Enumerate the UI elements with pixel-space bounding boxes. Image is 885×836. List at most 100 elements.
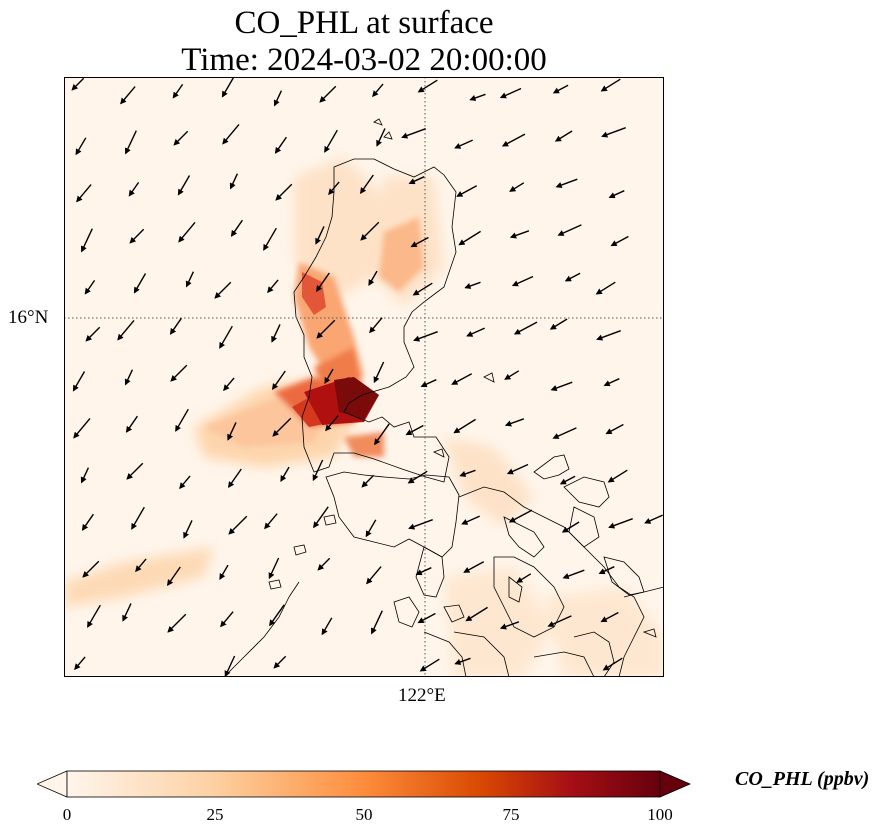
wind-vector bbox=[549, 318, 568, 330]
wind-vector bbox=[317, 557, 331, 571]
wind-vector bbox=[511, 275, 534, 287]
wind-vector bbox=[316, 319, 336, 339]
wind-vector bbox=[410, 236, 429, 248]
wind-vector bbox=[268, 557, 280, 580]
wind-vector bbox=[167, 613, 187, 633]
wind-vector bbox=[413, 331, 438, 342]
wind-vector bbox=[454, 139, 473, 149]
wind-vector bbox=[222, 123, 240, 145]
wind-vector bbox=[183, 520, 193, 539]
wind-vector bbox=[128, 181, 140, 197]
wind-vector bbox=[315, 272, 330, 293]
wind-vector bbox=[607, 469, 628, 483]
wind-vector bbox=[87, 604, 101, 628]
wind-vector bbox=[559, 475, 576, 485]
title-line-1: CO_PHL at surface bbox=[234, 5, 494, 41]
wind-vector bbox=[185, 271, 195, 288]
wind-vector bbox=[610, 235, 629, 247]
wind-vector bbox=[408, 519, 433, 530]
colorbar-extend-low bbox=[37, 770, 68, 798]
wind-vector bbox=[598, 566, 615, 575]
wind-vector bbox=[504, 370, 520, 380]
wind-vector bbox=[264, 513, 278, 530]
colorbar bbox=[37, 770, 691, 798]
latitude-tick-label: 16°N bbox=[8, 307, 49, 328]
wind-vector bbox=[509, 230, 530, 239]
wind-vector bbox=[453, 418, 476, 434]
wind-vector bbox=[84, 279, 96, 295]
wind-vector bbox=[166, 566, 181, 587]
wind-vector bbox=[499, 87, 522, 99]
wind-vector bbox=[324, 368, 334, 384]
wind-vector bbox=[561, 521, 580, 533]
concentration-plume bbox=[64, 157, 664, 677]
wind-vector bbox=[178, 221, 196, 243]
wind-vector bbox=[605, 423, 624, 435]
wind-vector bbox=[273, 90, 283, 107]
wind-vector bbox=[263, 227, 277, 251]
wind-vector bbox=[124, 369, 134, 386]
wind-vector bbox=[602, 657, 623, 671]
wind-vector bbox=[82, 560, 100, 578]
wind-vector bbox=[220, 611, 234, 628]
colorbar-gradient bbox=[66, 770, 661, 798]
wind-vector bbox=[169, 317, 182, 335]
wind-vector bbox=[456, 185, 478, 197]
wind-vector bbox=[405, 424, 424, 436]
wind-vector bbox=[133, 273, 147, 294]
wind-vector bbox=[321, 617, 333, 636]
wind-vector bbox=[372, 83, 384, 98]
colorbar-tick: 25 bbox=[206, 805, 224, 824]
wind-vector bbox=[319, 85, 337, 103]
longitude-tick-label: 122°E bbox=[398, 685, 446, 706]
colorbar-tick: 50 bbox=[355, 805, 373, 824]
wind-vector bbox=[74, 656, 86, 671]
wind-vector bbox=[552, 427, 577, 439]
wind-vector bbox=[464, 281, 481, 289]
wind-vector bbox=[228, 515, 248, 535]
wind-vector bbox=[177, 175, 191, 196]
wind-vector bbox=[221, 77, 235, 98]
wind-vector bbox=[508, 509, 533, 523]
wind-vector bbox=[550, 381, 573, 392]
wind-vector bbox=[419, 658, 440, 672]
wind-vector bbox=[72, 371, 86, 392]
wind-vector bbox=[608, 518, 633, 529]
wind-vector bbox=[454, 657, 471, 665]
wind-vector bbox=[179, 475, 191, 490]
wind-vector bbox=[547, 615, 572, 627]
title-line-2: Time: 2024-03-02 20:00:00 bbox=[181, 42, 547, 78]
wind-vector bbox=[219, 325, 233, 349]
wind-vector bbox=[373, 361, 385, 384]
wind-vector bbox=[469, 93, 486, 101]
wind-vector bbox=[458, 230, 481, 246]
wind-vector bbox=[407, 470, 428, 484]
wind-vector bbox=[501, 133, 526, 147]
wind-vector bbox=[230, 219, 243, 237]
wind-vector bbox=[126, 462, 144, 480]
wind-vector bbox=[506, 463, 529, 475]
wind-vector bbox=[370, 610, 383, 635]
wind-vector bbox=[412, 282, 433, 296]
wind-vector bbox=[420, 379, 437, 388]
wind-vector bbox=[122, 603, 132, 622]
wind-vector bbox=[271, 370, 286, 391]
wind-vector bbox=[365, 519, 377, 538]
wind-vector bbox=[80, 467, 90, 484]
wind-vector bbox=[76, 184, 92, 203]
wind-vector bbox=[81, 513, 94, 531]
wind-vector bbox=[272, 417, 292, 437]
wind-vector bbox=[359, 174, 374, 195]
wind-vector bbox=[562, 569, 585, 580]
wind-vector bbox=[117, 319, 135, 341]
colorbar-extend-high bbox=[659, 770, 691, 798]
wind-vector bbox=[275, 183, 293, 201]
wind-vector bbox=[324, 129, 338, 153]
wind-vector bbox=[376, 128, 386, 147]
wind-vector bbox=[644, 514, 663, 524]
wind-vector bbox=[129, 228, 145, 244]
wind-vector bbox=[401, 128, 426, 139]
wind-vector bbox=[504, 418, 525, 427]
wind-vector bbox=[516, 573, 532, 583]
wind-vector bbox=[273, 655, 287, 669]
